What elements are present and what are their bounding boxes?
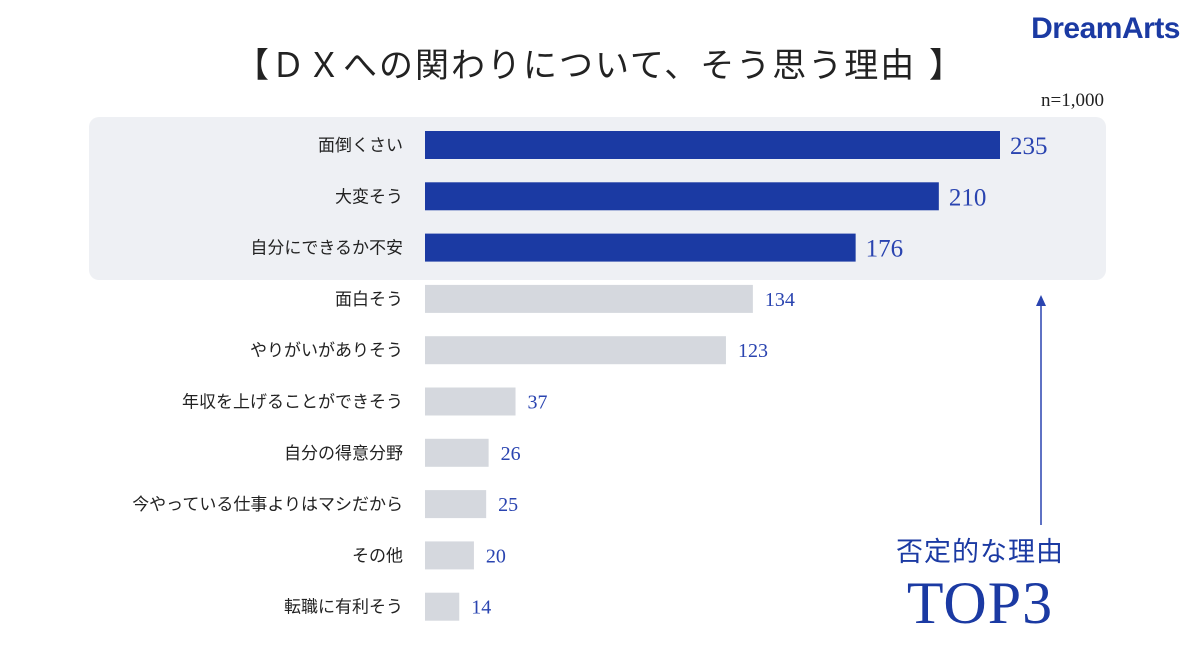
top3-callout: 否定的な理由 TOP3: [880, 530, 1080, 633]
value-label: 235: [1010, 133, 1048, 160]
category-label: 年収を上げることができそう: [182, 393, 403, 413]
bar-highlight: [425, 131, 1000, 159]
brand-logo: DreamArts: [1031, 12, 1180, 45]
category-label: その他: [352, 546, 403, 566]
value-label: 37: [528, 392, 548, 414]
category-label: 今やっている仕事よりはマシだから: [132, 495, 403, 515]
value-label: 26: [501, 443, 521, 465]
value-label: 210: [949, 184, 987, 211]
value-label: 25: [498, 494, 518, 516]
bar: [425, 284, 753, 313]
bar: [425, 592, 460, 621]
bar: [425, 438, 489, 467]
callout-subtitle: 否定的な理由: [896, 537, 1064, 568]
bar: [425, 387, 516, 416]
sample-size-note: n=1,000: [1041, 90, 1104, 111]
category-label: 転職に有利そう: [284, 598, 403, 618]
value-label: 176: [866, 236, 904, 263]
value-label: 134: [765, 289, 795, 311]
bar: [425, 490, 487, 519]
bar: [425, 336, 726, 365]
callout-arrow-head-icon: [1036, 295, 1046, 306]
value-label: 14: [471, 597, 491, 619]
bar-highlight: [425, 182, 939, 211]
category-label: 大変そう: [335, 187, 403, 207]
category-label: 面倒くさい: [318, 136, 403, 156]
chart-title: 【ＤＸへの関わりについて、そう思う理由 】: [234, 46, 966, 86]
category-label: 自分の得意分野: [284, 444, 403, 464]
category-label: 自分にできるか不安: [250, 239, 403, 259]
value-label: 20: [486, 545, 506, 567]
value-label: 123: [738, 340, 768, 362]
bar: [425, 541, 474, 570]
category-label: 面白そう: [335, 290, 403, 310]
bar-highlight: [425, 233, 856, 262]
callout-main-text: TOP3: [906, 570, 1054, 636]
category-label: やりがいがありそう: [250, 341, 403, 361]
